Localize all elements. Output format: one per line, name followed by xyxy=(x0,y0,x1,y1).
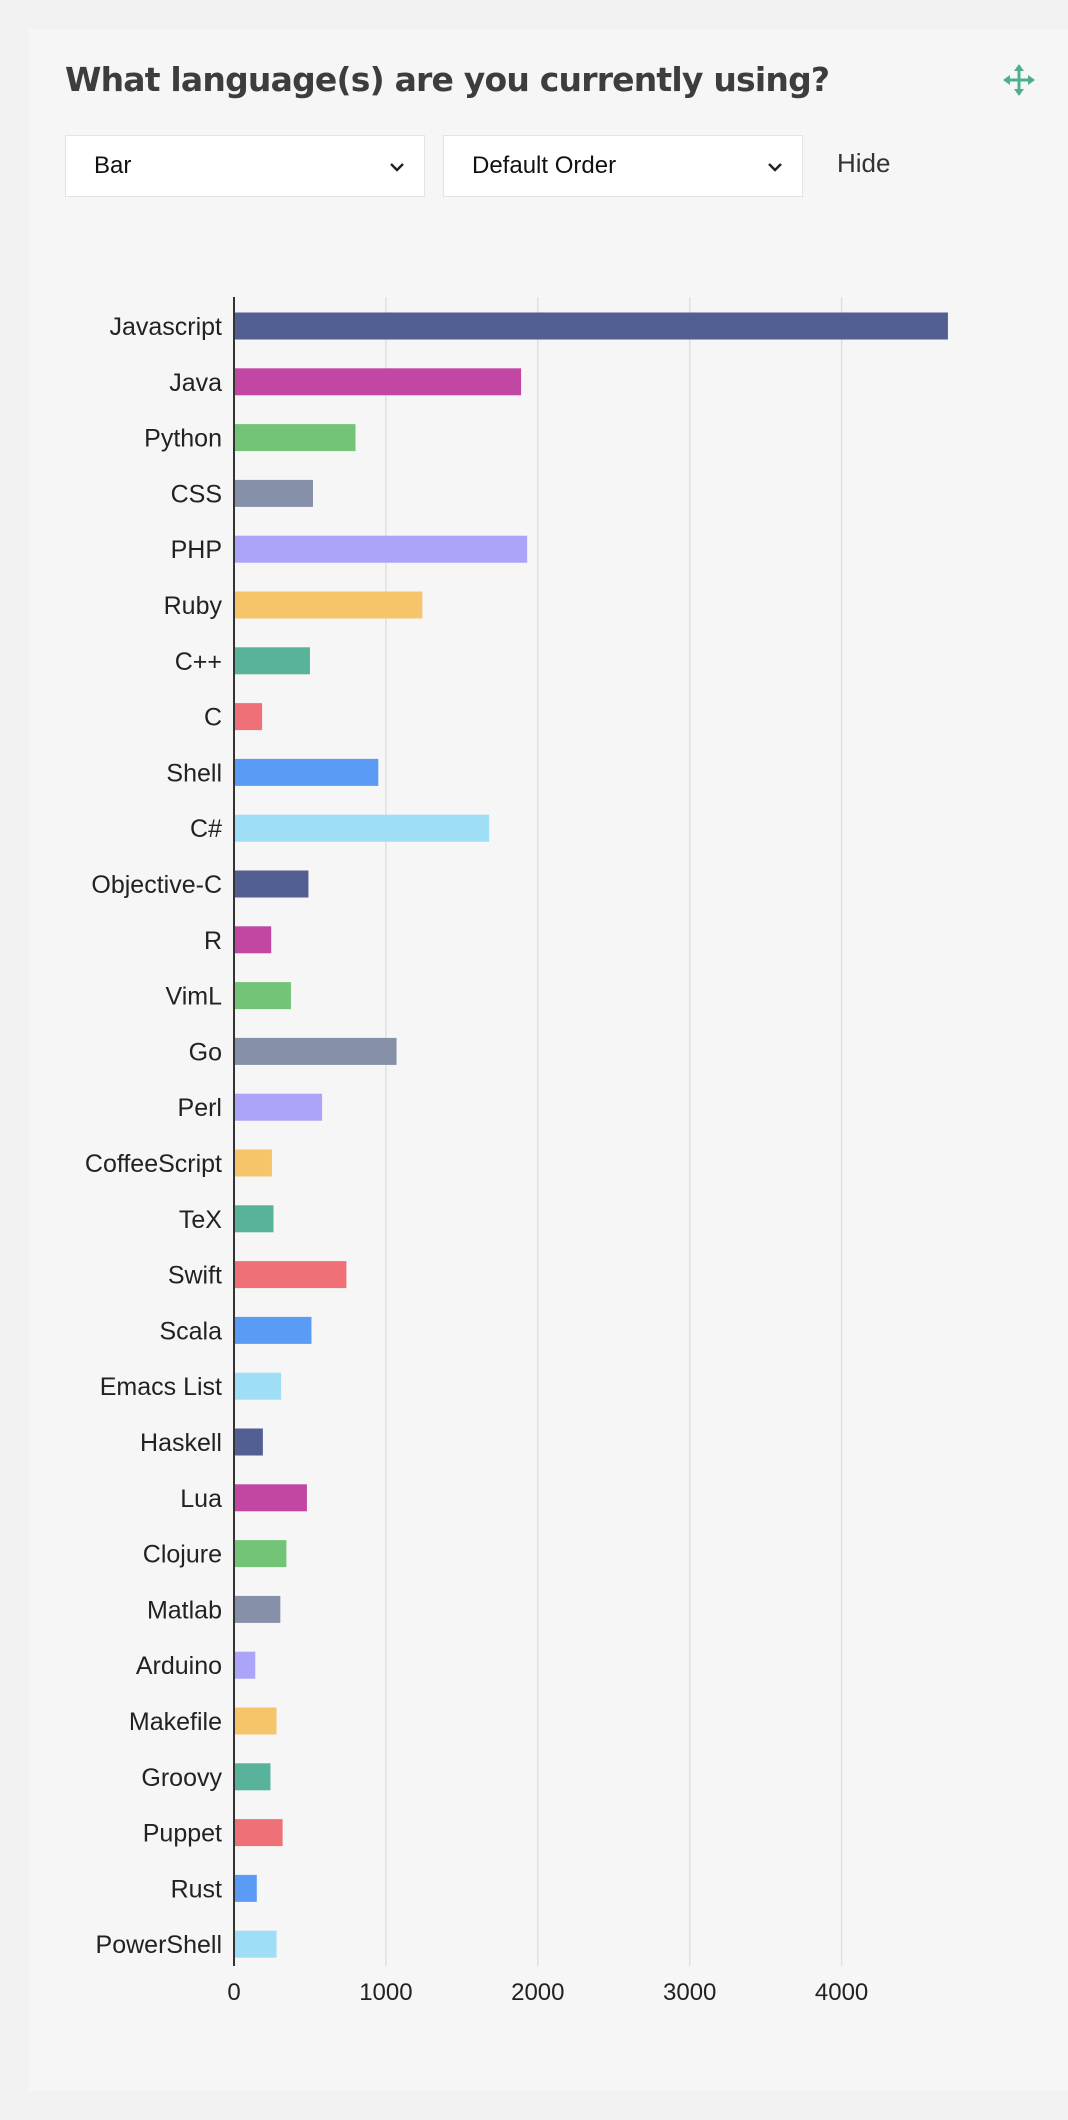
category-label: TeX xyxy=(179,1206,222,1234)
category-label: PHP xyxy=(171,536,222,564)
page-title: What language(s) are you currently using… xyxy=(65,60,830,99)
bar xyxy=(234,1874,257,1902)
x-tick-label: 2000 xyxy=(511,1979,564,2006)
category-label: Go xyxy=(189,1038,222,1066)
bar xyxy=(234,814,490,842)
bar xyxy=(234,1930,277,1958)
bar xyxy=(234,479,313,507)
chevron-down-icon xyxy=(768,163,782,172)
bar xyxy=(234,1595,281,1623)
bar xyxy=(234,368,522,396)
chart-card xyxy=(29,29,1068,2091)
x-tick-label: 1000 xyxy=(359,1979,412,2006)
order-value: Default Order xyxy=(472,152,617,179)
bar xyxy=(234,1205,274,1233)
x-tick-label: 3000 xyxy=(663,1979,716,2006)
category-label: PowerShell xyxy=(96,1931,222,1959)
bar xyxy=(234,982,291,1010)
category-label: C++ xyxy=(175,648,222,676)
chart-type-select[interactable]: Bar xyxy=(65,135,425,197)
bar xyxy=(234,1316,312,1344)
bar xyxy=(234,1428,263,1456)
category-label: VimL xyxy=(165,983,222,1011)
bar xyxy=(234,1763,271,1791)
x-tick-label: 4000 xyxy=(815,1979,868,2006)
category-label: Swift xyxy=(168,1262,222,1290)
category-label: Arduino xyxy=(136,1652,222,1680)
category-label: Scala xyxy=(159,1317,222,1345)
bar xyxy=(234,591,423,619)
category-label: Makefile xyxy=(129,1708,222,1736)
bar xyxy=(234,312,948,340)
bar xyxy=(234,1819,283,1847)
bar xyxy=(234,1484,307,1512)
move-arrows-icon[interactable] xyxy=(1002,63,1036,97)
category-label: Emacs List xyxy=(100,1373,222,1401)
bar xyxy=(234,1372,282,1400)
category-label: Lua xyxy=(180,1485,222,1513)
category-label: Objective-C xyxy=(91,871,222,899)
x-tick-label: 0 xyxy=(227,1979,240,2006)
bar xyxy=(234,1261,347,1289)
category-label: Perl xyxy=(178,1094,222,1122)
bar xyxy=(234,870,309,898)
bar xyxy=(234,1540,287,1568)
category-label: Javascript xyxy=(109,313,222,341)
hide-button[interactable]: Hide xyxy=(837,148,891,178)
category-label: R xyxy=(204,927,222,955)
category-label: Python xyxy=(144,425,222,453)
category-label: Puppet xyxy=(143,1820,222,1848)
bar xyxy=(234,703,263,731)
order-select[interactable]: Default Order xyxy=(443,135,803,197)
category-label: Shell xyxy=(166,759,222,787)
category-label: Java xyxy=(169,369,222,397)
bar xyxy=(234,1149,272,1177)
chart-type-value: Bar xyxy=(94,152,132,179)
category-label: C# xyxy=(190,815,222,843)
bar xyxy=(234,647,310,675)
bar xyxy=(234,1651,256,1679)
bar xyxy=(234,1093,323,1121)
bar xyxy=(234,758,379,786)
bar xyxy=(234,535,528,563)
category-label: Matlab xyxy=(147,1596,222,1624)
category-label: Clojure xyxy=(143,1541,222,1569)
bar xyxy=(234,424,356,452)
bar xyxy=(234,1037,397,1065)
bar xyxy=(234,1707,277,1735)
category-label: Ruby xyxy=(164,592,223,620)
category-label: CSS xyxy=(171,480,222,508)
chevron-down-icon xyxy=(390,163,404,172)
category-label: C xyxy=(204,704,222,732)
category-label: CoffeeScript xyxy=(85,1150,222,1178)
bar xyxy=(234,926,272,954)
category-label: Haskell xyxy=(140,1429,222,1457)
category-label: Rust xyxy=(171,1875,222,1903)
category-label: Groovy xyxy=(141,1764,222,1792)
